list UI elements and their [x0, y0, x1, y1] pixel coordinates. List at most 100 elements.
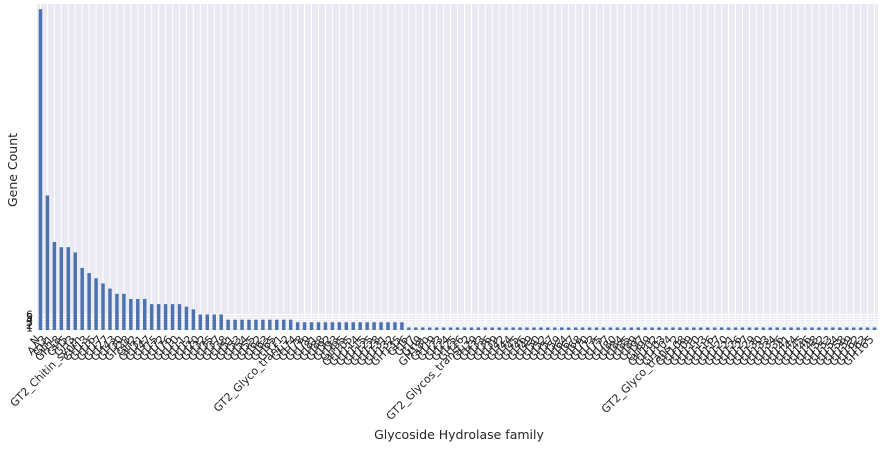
bar-GH19	[434, 327, 439, 330]
bar-GH2	[136, 298, 140, 330]
bar-GH102	[657, 327, 661, 330]
bar-GH54	[247, 319, 251, 330]
bar-GH78	[302, 322, 307, 330]
x-tick-labels: NAA3GH1GH18GH5GH3GT2_Chitin_synthGH13GH1…	[8, 333, 877, 423]
bar-GH120	[726, 327, 731, 330]
bar-GH72	[163, 304, 168, 330]
bar-GH7	[414, 327, 418, 330]
bar-GH76	[170, 304, 175, 330]
bar-GH125	[372, 322, 376, 330]
x-axis-label: Glycoside Hydrolase family	[374, 427, 544, 442]
bar-GH162	[858, 327, 863, 330]
y-tick-label: 5	[26, 311, 33, 324]
bar-GH70	[587, 327, 592, 330]
bar-GH51	[233, 319, 237, 330]
bar-GH9	[421, 327, 425, 330]
bar-GH135	[400, 322, 404, 330]
bar-GH128	[379, 322, 383, 330]
bars	[38, 9, 877, 331]
bar-GH20	[198, 314, 203, 330]
bar-GH43	[115, 293, 119, 330]
bar-GH23	[441, 327, 446, 330]
bar-GH73	[594, 327, 599, 330]
y-axis-label: Gene Count	[5, 133, 20, 207]
y-tick-label: 1	[26, 321, 33, 334]
bar-GT2_Glyco_trans_2	[678, 327, 682, 330]
bar-GH103	[664, 327, 668, 330]
bar-GH62	[261, 319, 265, 330]
bar-GH25	[455, 327, 460, 330]
bar-GH109	[692, 327, 696, 330]
bar-AA3	[45, 195, 50, 330]
bar-GH159	[851, 327, 856, 330]
bar-GH116	[712, 327, 717, 330]
bar-GH10	[177, 304, 182, 330]
bar-GT2_Glyco_tranf_2	[288, 319, 293, 330]
bar-GH110	[699, 327, 703, 330]
bar-GH33	[483, 327, 488, 330]
bar-GH148	[817, 327, 821, 330]
bar-GH44	[511, 327, 515, 330]
y-tick-label: 4	[26, 314, 33, 327]
bar-GH117	[719, 327, 724, 330]
bar-GH134	[775, 327, 779, 330]
bar-GH132	[393, 322, 397, 330]
bar-GH81	[316, 322, 321, 330]
bar-GH67	[573, 327, 578, 330]
bar-GH77	[608, 327, 613, 330]
bar-GH1	[52, 242, 57, 330]
bar-GH80	[615, 327, 620, 330]
bar-GH85	[629, 327, 633, 330]
bar-GH55	[254, 319, 258, 330]
bar-GH30	[122, 293, 126, 330]
bar-GH47	[149, 304, 154, 330]
bar-GH18	[59, 247, 64, 330]
bar-GH52	[546, 327, 550, 330]
bar-GH127	[747, 327, 752, 330]
bar-GH37	[219, 314, 223, 330]
bar-GH97	[643, 327, 647, 330]
bar-GH89	[636, 327, 640, 330]
bar-GH75	[601, 327, 606, 330]
bar-GH93	[337, 322, 342, 330]
bar-GH133	[768, 327, 773, 330]
bar-GH28	[129, 298, 133, 330]
y-tick-label: 3	[26, 316, 33, 329]
bar-GH108	[685, 327, 689, 330]
bar-GH13	[87, 273, 91, 330]
bar-GH26	[462, 327, 467, 330]
bar-GH79	[309, 322, 314, 330]
bar-GH36	[490, 327, 494, 330]
bar-GH99	[650, 327, 654, 330]
bar-GH15	[156, 304, 161, 330]
bar-GH11	[184, 306, 189, 330]
bar-GH63	[268, 319, 272, 330]
bar-GH16	[94, 278, 98, 330]
bar-GH5	[66, 247, 71, 330]
bar-GH65	[275, 319, 279, 330]
bar-GT2_Chitin_synth	[80, 267, 84, 330]
bar-GH104	[671, 327, 675, 330]
bar-GH42	[504, 327, 508, 330]
bar-GH68	[580, 327, 585, 330]
bar-GH32	[205, 314, 210, 330]
bar-GH152	[824, 327, 828, 330]
bar-GH130	[761, 327, 766, 330]
bar-GH35	[212, 314, 216, 330]
bar-GH153	[831, 327, 835, 330]
bar-GH129	[754, 327, 759, 330]
bar-GH141	[789, 327, 793, 330]
bar-GH29	[476, 327, 481, 330]
bar-GH31	[142, 298, 147, 330]
bar-GH53	[240, 319, 244, 330]
bar-GH145	[803, 327, 807, 330]
bar-GH136	[782, 327, 786, 330]
bar-GH39	[497, 327, 501, 330]
bar-GH92	[330, 322, 335, 330]
bar-GH57	[553, 327, 557, 330]
bar-GH3	[73, 252, 77, 330]
bar-GH115	[365, 322, 369, 330]
grid	[37, 4, 878, 330]
